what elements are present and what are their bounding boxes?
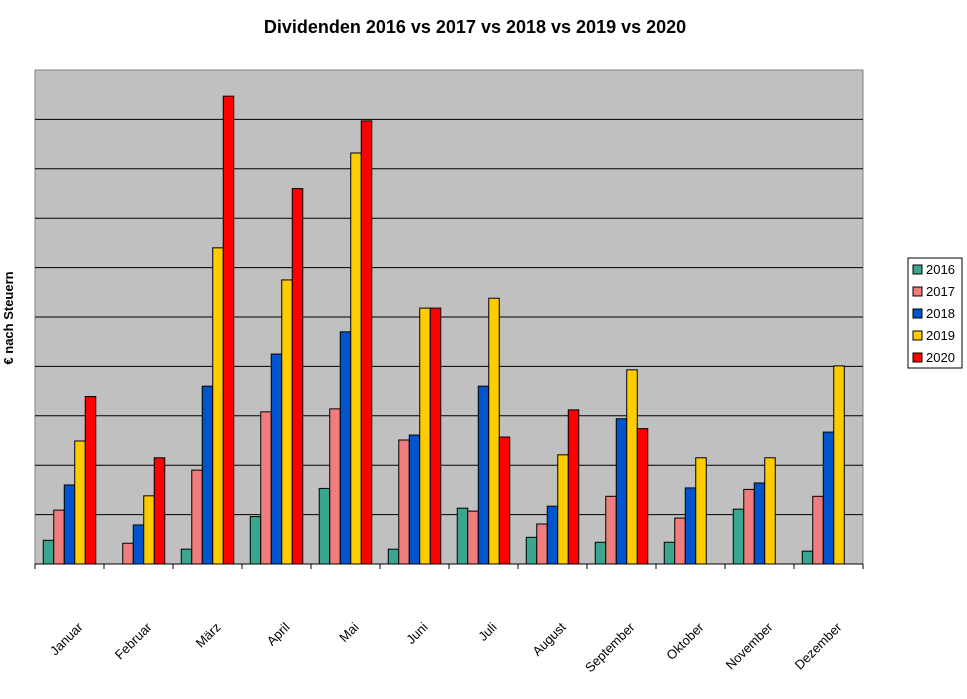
bar-2020-7 xyxy=(567,409,580,565)
bar-2017-2 xyxy=(191,469,203,565)
bar-2017-6 xyxy=(467,510,479,565)
bar-2018-6 xyxy=(477,385,490,565)
x-tick-label: Mai xyxy=(336,619,361,644)
x-tick-label: Dezember xyxy=(792,619,845,672)
bar-2020-3 xyxy=(291,188,304,565)
legend-label: 2017 xyxy=(926,284,955,299)
bar-2016-0 xyxy=(42,539,55,565)
x-tick-label: September xyxy=(582,619,638,675)
bar-2019-7 xyxy=(557,454,569,565)
bar-2017-10 xyxy=(743,488,755,565)
chart-title: Dividenden 2016 vs 2017 vs 2018 vs 2019 … xyxy=(264,17,686,37)
bar-2018-11 xyxy=(822,431,835,565)
bar-2016-5 xyxy=(387,548,400,565)
legend-swatch xyxy=(912,286,923,297)
bar-2020-1 xyxy=(153,457,166,565)
bar-2020-4 xyxy=(360,120,373,565)
bar-2020-6 xyxy=(498,436,511,565)
bar-2018-2 xyxy=(201,385,214,565)
bar-2016-2 xyxy=(180,548,193,565)
bar-2019-9 xyxy=(695,457,707,565)
bar-2019-10 xyxy=(764,457,776,565)
bar-2018-3 xyxy=(270,353,283,565)
bar-2019-1 xyxy=(143,495,155,565)
bar-2019-5 xyxy=(419,307,431,565)
bar-2018-1 xyxy=(132,524,145,565)
x-tick-label: Juli xyxy=(475,619,499,643)
bars-group xyxy=(42,95,845,565)
legend-label: 2020 xyxy=(926,350,955,365)
x-tick-label: Juni xyxy=(403,619,431,647)
x-tick-label: Oktober xyxy=(663,619,707,663)
x-tick-label: April xyxy=(264,619,293,648)
bar-2019-4 xyxy=(350,152,362,565)
bar-2017-4 xyxy=(329,408,341,565)
bar-2016-4 xyxy=(318,487,331,565)
x-tick-label: Februar xyxy=(112,619,155,662)
bar-2017-5 xyxy=(398,439,410,565)
bar-2018-4 xyxy=(339,331,352,565)
bar-2018-7 xyxy=(546,505,559,565)
bar-2020-8 xyxy=(636,428,649,565)
bar-2016-9 xyxy=(663,541,676,565)
x-axis: Januar Februar März April Mai Juni Juli August S… xyxy=(34,563,864,675)
bar-2017-0 xyxy=(53,509,65,565)
bar-2017-1 xyxy=(122,542,134,565)
bar-2016-7 xyxy=(525,536,538,565)
bar-2020-0 xyxy=(84,396,97,565)
bar-2018-9 xyxy=(684,487,697,565)
legend-swatch xyxy=(912,330,923,341)
x-tick-label: Januar xyxy=(47,619,86,658)
legend-swatch xyxy=(912,308,923,319)
bar-2019-2 xyxy=(212,247,224,565)
bar-2016-3 xyxy=(249,516,262,565)
bar-2018-10 xyxy=(753,482,766,565)
bar-2019-11 xyxy=(833,365,845,565)
bar-2017-7 xyxy=(536,523,548,565)
bar-2018-0 xyxy=(63,484,76,565)
bar-2017-9 xyxy=(674,517,686,565)
bar-2016-10 xyxy=(732,508,745,565)
legend-swatch xyxy=(912,264,923,275)
y-axis-label: € nach Steuern xyxy=(1,271,16,364)
legend-label: 2018 xyxy=(926,306,955,321)
x-tick-label: November xyxy=(723,619,776,672)
grid-lines xyxy=(35,118,863,516)
bar-2017-8 xyxy=(605,495,617,565)
bar-2016-6 xyxy=(456,507,469,565)
bar-2017-3 xyxy=(260,411,272,565)
bar-2017-11 xyxy=(812,495,824,565)
bar-2016-11 xyxy=(801,550,814,565)
bar-2018-5 xyxy=(408,434,421,565)
bar-2020-5 xyxy=(429,307,442,565)
bar-2018-8 xyxy=(615,418,628,565)
legend: 2016 2017 2018 2019 2020 xyxy=(907,257,963,369)
x-tick-label: August xyxy=(529,619,568,658)
legend-label: 2016 xyxy=(926,262,955,277)
bar-2019-8 xyxy=(626,369,638,565)
bar-2019-0 xyxy=(74,440,86,565)
bar-2019-3 xyxy=(281,279,293,565)
bar-2020-2 xyxy=(222,95,235,565)
bar-2019-6 xyxy=(488,297,500,565)
x-tick-label: März xyxy=(193,620,224,651)
legend-swatch xyxy=(912,352,923,363)
legend-label: 2019 xyxy=(926,328,955,343)
bar-2016-8 xyxy=(594,541,607,565)
